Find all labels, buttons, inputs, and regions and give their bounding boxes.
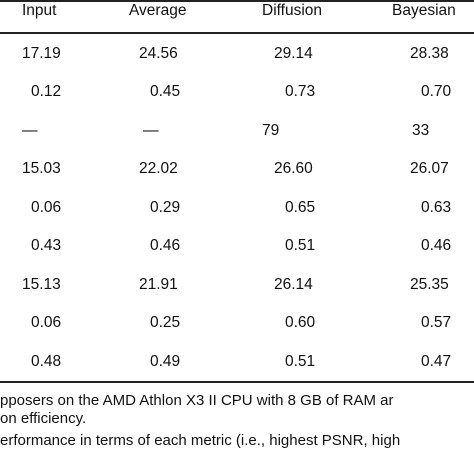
cell-average: 0.45	[150, 83, 181, 100]
cell-bayesian: 0.70	[421, 83, 452, 100]
cell-input: 0.06	[31, 314, 62, 331]
cell-input: —	[22, 122, 38, 139]
cell-average: 22.02	[139, 160, 178, 177]
cell-diffusion: 79	[262, 122, 280, 139]
note-line: on efficiency.	[0, 410, 87, 427]
bottom-rule	[0, 381, 474, 383]
cell-diffusion: 0.51	[285, 353, 316, 370]
header-rule	[0, 32, 474, 34]
cell-bayesian: 33	[412, 122, 430, 139]
header-bayesian: Bayesian	[392, 2, 456, 19]
header-input: Input	[22, 2, 57, 19]
cell-average: 0.25	[150, 314, 181, 331]
cell-average: 0.49	[150, 353, 181, 370]
cell-bayesian: 25.35	[410, 276, 449, 293]
cell-diffusion: 0.51	[285, 237, 316, 254]
cell-bayesian: 0.57	[421, 314, 452, 331]
cell-diffusion: 0.60	[285, 314, 316, 331]
note-line: pposers on the AMD Athlon X3 II CPU with…	[0, 392, 394, 409]
header-diffusion: Diffusion	[262, 2, 323, 19]
cell-bayesian: 28.38	[410, 45, 449, 62]
cell-input: 15.03	[22, 160, 61, 177]
cell-diffusion: 0.73	[285, 83, 316, 100]
cell-input: 17.19	[22, 45, 61, 62]
cell-input: 0.48	[31, 353, 62, 370]
top-rule	[0, 0, 474, 2]
cell-diffusion: 26.14	[274, 276, 313, 293]
cell-average: 0.46	[150, 237, 181, 254]
cell-input: 0.43	[31, 237, 62, 254]
cell-average: 0.29	[150, 199, 181, 216]
note-line: erformance in terms of each metric (i.e.…	[0, 432, 401, 449]
header-average: Average	[129, 2, 187, 19]
cell-average: 21.91	[139, 276, 178, 293]
cell-diffusion: 29.14	[274, 45, 313, 62]
cell-diffusion: 26.60	[274, 160, 313, 177]
cell-bayesian: 0.46	[421, 237, 452, 254]
cell-bayesian: 0.63	[421, 199, 452, 216]
cell-input: 15.13	[22, 276, 61, 293]
cell-diffusion: 0.65	[285, 199, 316, 216]
cell-input: 0.06	[31, 199, 62, 216]
cell-average: 24.56	[139, 45, 178, 62]
cell-average: —	[143, 122, 159, 139]
cell-input: 0.12	[31, 83, 62, 100]
cell-bayesian: 26.07	[410, 160, 449, 177]
cell-bayesian: 0.47	[421, 353, 452, 370]
